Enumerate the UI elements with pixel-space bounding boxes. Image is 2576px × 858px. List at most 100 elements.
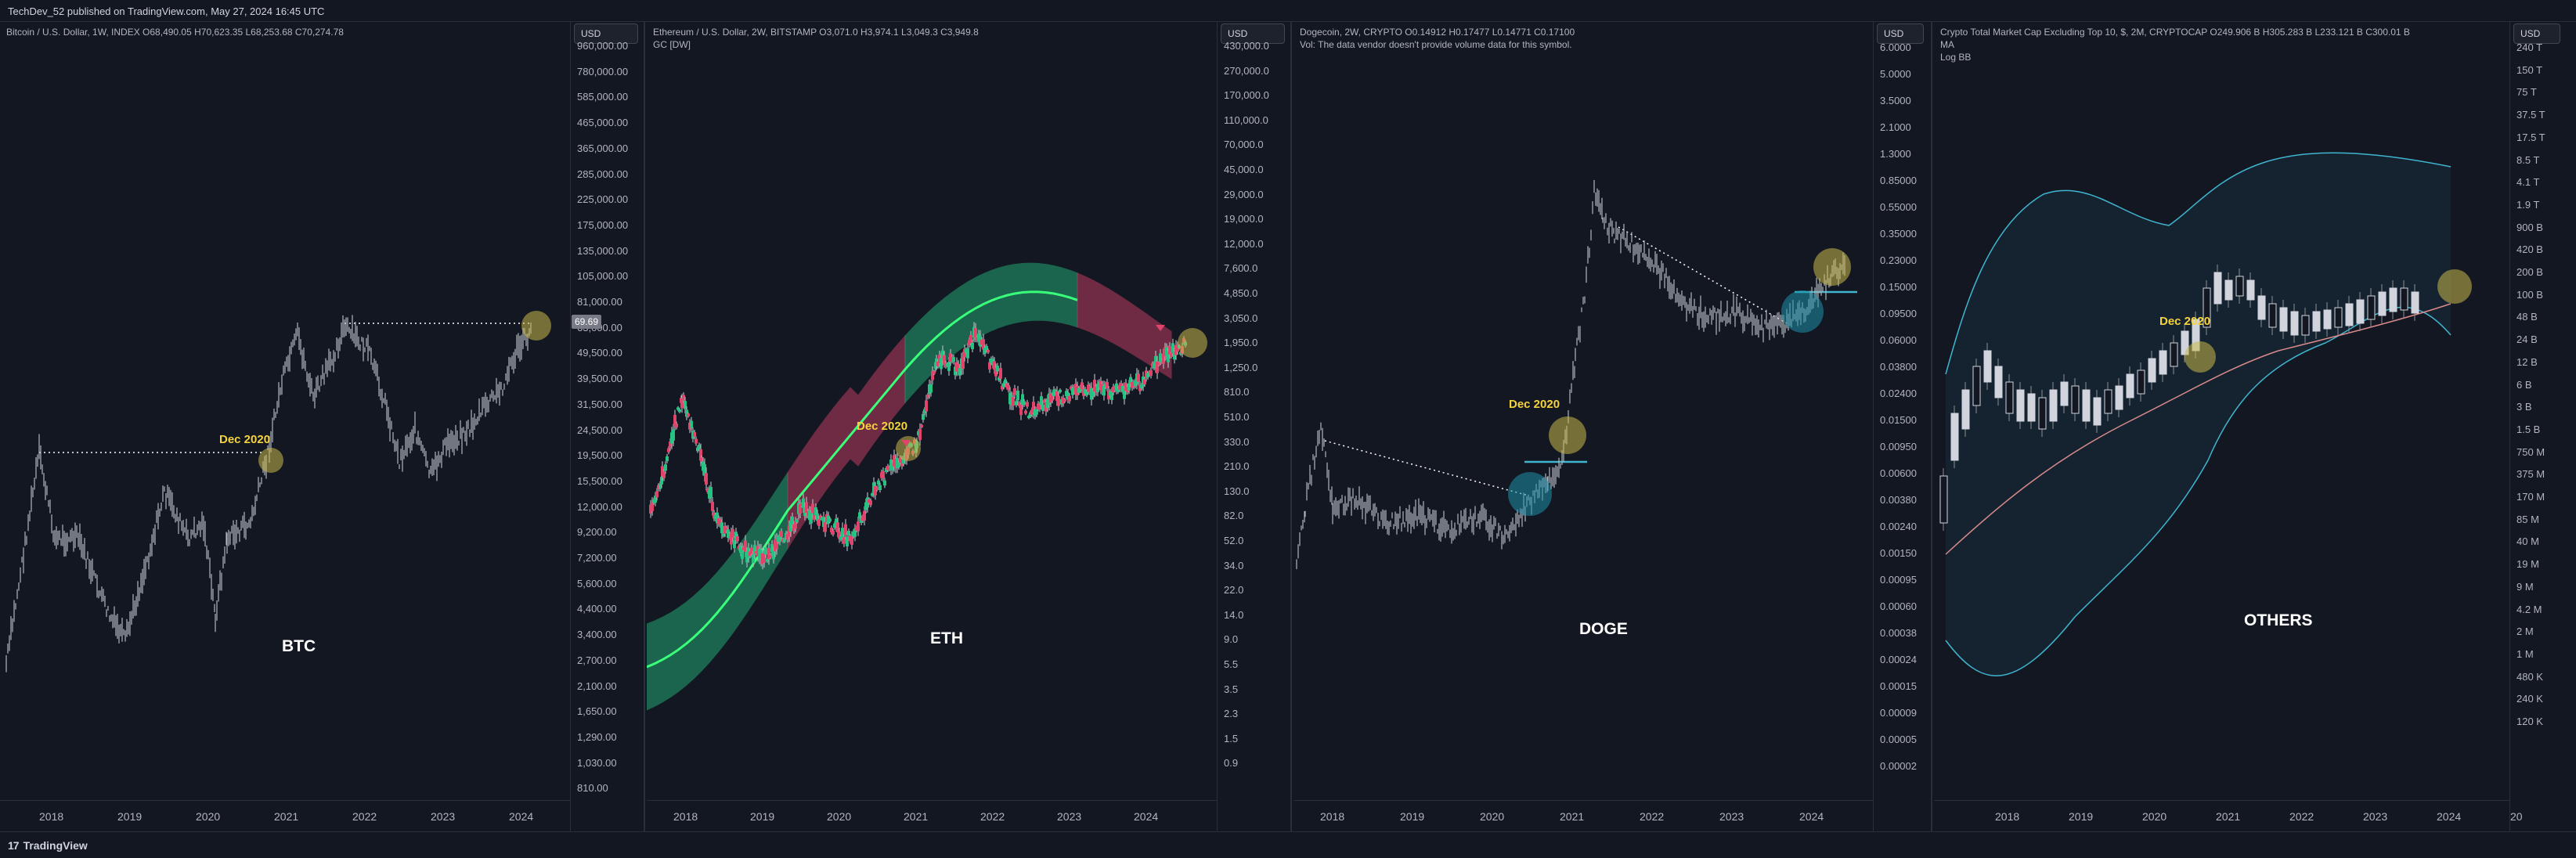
year-tick: 2018 bbox=[673, 810, 698, 823]
eth-currency-button[interactable]: USD bbox=[1221, 23, 1285, 44]
price-tick: 4,850.0 bbox=[1224, 287, 1258, 299]
price-tick: 130.0 bbox=[1224, 485, 1250, 497]
candle-body bbox=[931, 370, 934, 380]
others-time-axis[interactable]: 2018 2019 2020 2021 2022 2023 2024 20 bbox=[1934, 800, 2523, 831]
candle-body bbox=[705, 473, 708, 485]
candle-body bbox=[838, 531, 841, 539]
candle-body bbox=[847, 531, 850, 535]
price-tick: 19,000.0 bbox=[1224, 213, 1264, 225]
candle-body bbox=[1106, 381, 1109, 388]
price-tick: 0.00240 bbox=[1880, 521, 1917, 532]
candle-body bbox=[925, 400, 928, 412]
candle-body bbox=[695, 438, 698, 444]
chart-panel-btc[interactable]: Bitcoin / U.S. Dollar, 1W, INDEX O68,490… bbox=[0, 22, 645, 831]
others-plot[interactable] bbox=[1934, 22, 2509, 800]
candle-body bbox=[879, 485, 882, 491]
candle-body bbox=[666, 456, 669, 461]
price-tick: 2,100.00 bbox=[577, 680, 617, 692]
candle-body bbox=[1024, 410, 1027, 414]
doge-price-axis[interactable]: USD 6.0000 5.0000 3.5000 2.1000 1.3000 0.8500… bbox=[1873, 22, 1931, 831]
tradingview-logo[interactable]: 17 TradingView bbox=[8, 839, 88, 852]
price-tick: 85 M bbox=[2516, 513, 2539, 525]
btc-price-tag: 69.69 bbox=[572, 315, 602, 329]
candle-body bbox=[725, 527, 728, 532]
doge-time-axis[interactable]: 2018 2019 2020 2021 2022 2023 2024 bbox=[1293, 800, 1873, 831]
candle-body bbox=[741, 548, 744, 560]
price-tick: 1.5 bbox=[1224, 732, 1239, 744]
others-symbol-label: OTHERS bbox=[2244, 611, 2313, 629]
year-tick: 2024 bbox=[2437, 810, 2462, 823]
candle-body bbox=[1085, 391, 1088, 396]
candle-body bbox=[832, 530, 835, 535]
candle-body bbox=[966, 348, 969, 359]
year-tick: 2018 bbox=[39, 810, 64, 823]
price-tick: 9,200.00 bbox=[577, 526, 617, 539]
candle-body bbox=[658, 484, 662, 489]
candle-body bbox=[703, 463, 706, 476]
candle-body bbox=[2071, 385, 2080, 414]
candle-body bbox=[2323, 309, 2332, 330]
btc-time-axis[interactable]: 2018 2019 2020 2021 2022 2023 2024 bbox=[0, 800, 570, 831]
candle-body bbox=[752, 554, 755, 564]
candle-body bbox=[2203, 287, 2211, 328]
others-currency-button[interactable]: USD bbox=[2513, 23, 2560, 44]
eth-time-axis[interactable]: 2018 2019 2020 2021 2022 2023 2024 bbox=[647, 800, 1217, 831]
candle-body bbox=[2115, 385, 2123, 410]
candle-body bbox=[1146, 373, 1149, 378]
price-tick: 5.0000 bbox=[1880, 68, 1911, 80]
price-tick: 5.5 bbox=[1224, 658, 1239, 670]
others-price-axis[interactable]: USD 240 T 150 T 75 T 37.5 T 17.5 T 8.5 T 4.1 T… bbox=[2509, 22, 2576, 831]
year-tick: 2018 bbox=[1320, 810, 1345, 823]
year-tick: 2019 bbox=[117, 810, 143, 823]
chart-panel-doge[interactable]: Dogecoin, 2W, CRYPTO O0.14912 H0.17477 L… bbox=[1293, 22, 1932, 831]
price-tick: 3,050.0 bbox=[1224, 312, 1258, 324]
eth-price-axis[interactable]: USD 430,000.0 270,000.0 170,000.0 110,000.0… bbox=[1217, 22, 1290, 831]
candle-body bbox=[1032, 402, 1035, 413]
year-tick: 2019 bbox=[1400, 810, 1425, 823]
candle-body bbox=[1167, 351, 1170, 362]
candle-body bbox=[796, 519, 799, 523]
candle-body bbox=[850, 535, 853, 545]
candle-body bbox=[969, 334, 972, 344]
price-tick: 150 T bbox=[2516, 63, 2543, 76]
candle-body bbox=[1051, 395, 1054, 401]
price-tick: 285,000.00 bbox=[577, 168, 629, 180]
price-tick: 1.3000 bbox=[1880, 148, 1911, 160]
candle-body bbox=[2246, 279, 2255, 301]
candle-body bbox=[982, 339, 985, 350]
chart-panel-others[interactable]: Crypto Total Market Cap Excluding Top 10… bbox=[1934, 22, 2576, 831]
candle-body bbox=[1156, 361, 1159, 373]
btc-plot[interactable] bbox=[0, 22, 570, 800]
candle-body bbox=[2159, 350, 2167, 375]
price-tick: 7,200.00 bbox=[577, 552, 617, 564]
candle-body bbox=[720, 522, 723, 534]
candle-body bbox=[1096, 384, 1099, 392]
chart-panel-eth[interactable]: Ethereum / U.S. Dollar, 2W, BITSTAMP O3,… bbox=[647, 22, 1292, 831]
candle-body bbox=[727, 529, 730, 539]
candle-body bbox=[667, 448, 670, 452]
candle-body bbox=[676, 407, 680, 410]
others-legend-line2: MA bbox=[1940, 39, 1954, 50]
btc-price-axis[interactable]: USD 960,000.00 780,000.00 585,000.00 465,00… bbox=[570, 22, 644, 831]
others-bb-upper bbox=[1945, 152, 2452, 375]
price-tick: 3 B bbox=[2516, 401, 2532, 413]
candle-body bbox=[994, 367, 998, 377]
others-current-circle bbox=[2437, 269, 2472, 304]
eth-plot[interactable] bbox=[647, 22, 1217, 800]
candle-body bbox=[2016, 389, 2025, 422]
price-tick: 31,500.00 bbox=[577, 398, 622, 410]
candle-body bbox=[858, 512, 861, 518]
candle-body bbox=[1170, 353, 1173, 357]
candle-body bbox=[1068, 395, 1071, 402]
candle-body bbox=[2235, 276, 2244, 297]
doge-plot[interactable] bbox=[1293, 22, 1873, 800]
candle-body bbox=[1176, 344, 1179, 351]
candle-body bbox=[810, 512, 813, 524]
candle-body bbox=[753, 545, 756, 555]
candle-body bbox=[1950, 413, 1959, 461]
candle-body bbox=[2334, 307, 2343, 328]
candle-body bbox=[780, 531, 783, 537]
doge-legend-line1: Dogecoin, 2W, CRYPTO O0.14912 H0.17477 L… bbox=[1300, 27, 1575, 38]
doge-currency-button[interactable]: USD bbox=[1877, 23, 1924, 44]
btc-currency-button[interactable]: USD bbox=[574, 23, 638, 44]
